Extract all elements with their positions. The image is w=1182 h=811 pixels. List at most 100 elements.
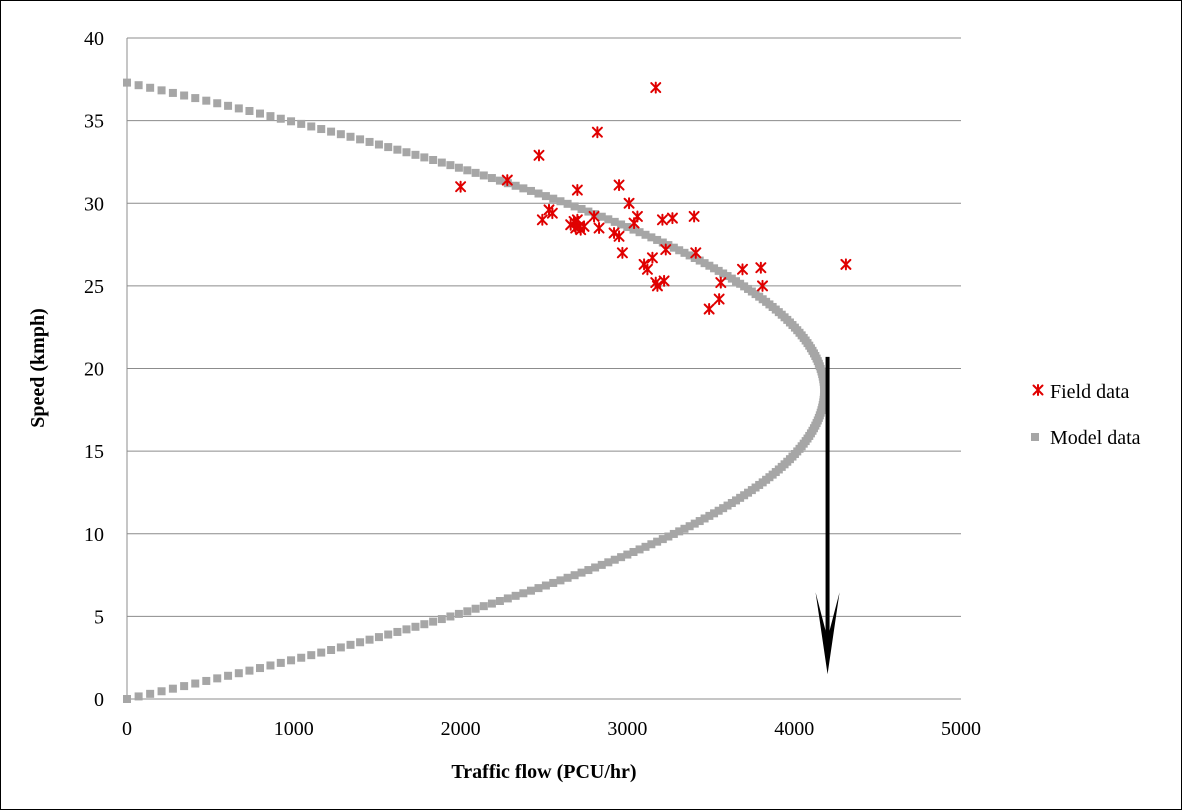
model-data-point bbox=[695, 517, 704, 526]
model-data-point bbox=[519, 589, 528, 598]
model-data-point bbox=[384, 143, 393, 152]
model-data-point bbox=[446, 612, 455, 621]
model-data-point bbox=[680, 248, 689, 257]
x-tick-label: 3000 bbox=[607, 718, 647, 740]
model-data-point bbox=[234, 669, 243, 678]
model-data-point bbox=[495, 176, 504, 185]
model-data-point bbox=[365, 635, 374, 644]
model-data-point bbox=[710, 509, 719, 518]
model-data-point bbox=[463, 166, 472, 175]
field-data-point bbox=[533, 149, 545, 162]
model-data-point bbox=[463, 607, 472, 616]
model-data-point bbox=[437, 615, 446, 624]
model-data-point bbox=[168, 684, 177, 693]
field-data-point bbox=[608, 226, 620, 239]
tick-labels: 0 5 10 15 20 25 30 35 40 0 1000 2000 3000 4000 5000 bbox=[84, 28, 981, 740]
x-tick-label: 5000 bbox=[941, 718, 981, 740]
model-data-point bbox=[202, 676, 211, 685]
model-data-point bbox=[584, 566, 593, 575]
model-data-point bbox=[317, 648, 326, 657]
x-tick-label: 1000 bbox=[274, 718, 314, 740]
model-data-point bbox=[454, 609, 463, 618]
model-data-point bbox=[534, 584, 543, 593]
field-data-point bbox=[613, 179, 625, 192]
field-data-point bbox=[646, 251, 658, 264]
y-tick-label: 30 bbox=[84, 193, 104, 215]
model-data-point bbox=[719, 504, 728, 513]
model-data-point bbox=[705, 511, 714, 520]
field-data-point bbox=[593, 222, 605, 235]
model-data-point bbox=[577, 204, 586, 213]
model-data-point bbox=[700, 259, 709, 268]
series-field-data bbox=[455, 81, 852, 316]
model-data-point bbox=[191, 679, 200, 688]
field-data-point bbox=[840, 258, 852, 271]
model-data-point bbox=[664, 532, 673, 541]
model-data-point bbox=[356, 135, 365, 144]
model-data-point bbox=[658, 535, 667, 544]
model-data-point bbox=[157, 86, 166, 95]
field-data-point bbox=[757, 279, 769, 292]
model-data-point bbox=[307, 651, 316, 660]
model-data-point bbox=[629, 547, 638, 556]
model-data-point bbox=[437, 158, 446, 167]
model-data-point bbox=[675, 527, 684, 536]
model-data-point bbox=[487, 599, 496, 608]
model-data-point bbox=[307, 122, 316, 131]
model-data-point bbox=[534, 189, 543, 198]
model-data-point bbox=[346, 132, 355, 141]
model-data-point bbox=[429, 155, 438, 164]
model-data-point bbox=[191, 94, 200, 103]
field-data-point bbox=[703, 303, 715, 316]
model-data-point bbox=[123, 695, 131, 703]
model-data-point bbox=[255, 109, 264, 118]
model-data-point bbox=[374, 633, 383, 642]
model-data-point bbox=[680, 524, 689, 533]
model-data-point bbox=[669, 243, 678, 252]
model-data-point bbox=[146, 689, 155, 698]
field-data-point bbox=[455, 180, 467, 193]
capacity-arrow bbox=[815, 356, 840, 675]
model-data-point bbox=[690, 519, 699, 528]
model-data-point bbox=[664, 241, 673, 250]
model-data-point bbox=[526, 186, 535, 195]
model-data-point bbox=[597, 212, 606, 221]
y-tick-label: 35 bbox=[84, 111, 104, 133]
model-data-point bbox=[511, 181, 520, 190]
model-data-point bbox=[526, 586, 535, 595]
model-data-point bbox=[168, 88, 177, 97]
model-data-point bbox=[336, 130, 345, 139]
model-data-point bbox=[245, 666, 254, 675]
field-data-point bbox=[650, 81, 662, 94]
model-data-point bbox=[740, 282, 749, 291]
model-data-point bbox=[123, 78, 131, 87]
model-data-point bbox=[623, 223, 632, 232]
model-data-point bbox=[647, 540, 656, 549]
field-data-point bbox=[571, 184, 583, 197]
model-data-point bbox=[563, 199, 572, 208]
model-data-point bbox=[146, 83, 155, 92]
model-data-point bbox=[287, 656, 296, 665]
model-data-point bbox=[384, 630, 393, 639]
model-data-point bbox=[213, 99, 222, 108]
field-data-point bbox=[641, 263, 653, 276]
field-data-point bbox=[616, 246, 628, 259]
model-data-point bbox=[346, 640, 355, 649]
x-tick-label: 0 bbox=[122, 718, 132, 740]
model-data-point bbox=[356, 638, 365, 647]
model-data-point bbox=[584, 207, 593, 216]
model-data-point bbox=[393, 145, 402, 154]
model-data-point bbox=[653, 235, 662, 244]
model-data-point bbox=[541, 192, 550, 201]
model-data-point bbox=[157, 687, 166, 696]
model-data-point bbox=[610, 555, 619, 564]
y-tick-label: 25 bbox=[84, 276, 104, 298]
x-tick-label: 2000 bbox=[441, 718, 481, 740]
model-data-point bbox=[714, 266, 723, 275]
series-model-data bbox=[123, 78, 829, 703]
model-data-point bbox=[623, 550, 632, 559]
model-data-point bbox=[402, 148, 411, 157]
field-data-point bbox=[713, 293, 725, 306]
model-data-point bbox=[297, 119, 306, 128]
model-data-point bbox=[695, 256, 704, 265]
